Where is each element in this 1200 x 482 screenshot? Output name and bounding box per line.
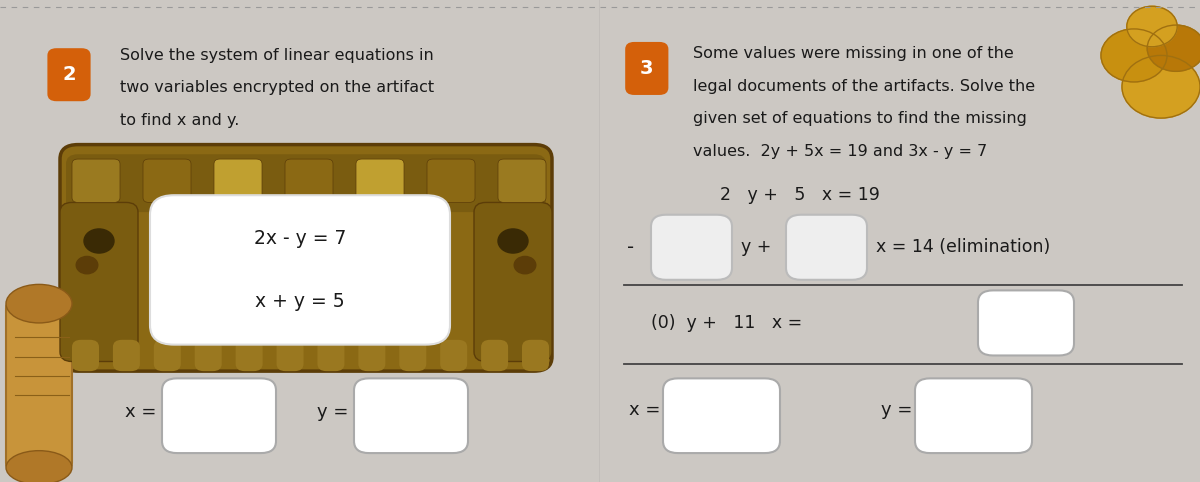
Circle shape — [514, 256, 535, 274]
FancyBboxPatch shape — [440, 340, 467, 371]
FancyBboxPatch shape — [427, 159, 475, 202]
FancyBboxPatch shape — [359, 340, 385, 371]
Circle shape — [1102, 29, 1166, 82]
FancyBboxPatch shape — [474, 202, 552, 362]
Circle shape — [77, 256, 98, 274]
FancyBboxPatch shape — [318, 340, 344, 371]
Text: x =: x = — [125, 403, 156, 421]
FancyBboxPatch shape — [60, 145, 552, 371]
FancyBboxPatch shape — [662, 378, 780, 453]
FancyBboxPatch shape — [786, 215, 866, 280]
FancyBboxPatch shape — [286, 159, 332, 202]
FancyBboxPatch shape — [154, 340, 181, 371]
Text: 2: 2 — [62, 65, 76, 84]
Circle shape — [1127, 6, 1177, 47]
Text: y +: y + — [742, 238, 772, 256]
FancyBboxPatch shape — [72, 159, 120, 202]
FancyBboxPatch shape — [354, 378, 468, 453]
FancyBboxPatch shape — [481, 340, 508, 371]
Text: 3: 3 — [640, 59, 654, 78]
FancyBboxPatch shape — [48, 48, 91, 101]
FancyBboxPatch shape — [235, 340, 263, 371]
Text: 2   y +   5   x = 19: 2 y + 5 x = 19 — [720, 186, 880, 204]
Circle shape — [1122, 55, 1200, 118]
FancyBboxPatch shape — [650, 215, 732, 280]
FancyBboxPatch shape — [625, 42, 668, 95]
FancyBboxPatch shape — [113, 340, 140, 371]
Text: y =: y = — [317, 403, 348, 421]
Text: legal documents of the artifacts. Solve the: legal documents of the artifacts. Solve … — [694, 79, 1036, 94]
Text: x =: x = — [629, 401, 660, 419]
FancyBboxPatch shape — [72, 340, 98, 371]
Circle shape — [498, 229, 528, 253]
Text: values.  2y + 5x = 19 and 3x - y = 7: values. 2y + 5x = 19 and 3x - y = 7 — [694, 144, 988, 159]
Circle shape — [1147, 25, 1200, 71]
Ellipse shape — [6, 284, 72, 323]
FancyBboxPatch shape — [498, 159, 546, 202]
Text: Solve the system of linear equations in: Solve the system of linear equations in — [120, 48, 433, 63]
Text: -: - — [628, 238, 634, 257]
FancyBboxPatch shape — [214, 159, 262, 202]
FancyBboxPatch shape — [916, 378, 1032, 453]
FancyBboxPatch shape — [66, 154, 546, 212]
Text: x = 14 (elimination): x = 14 (elimination) — [876, 238, 1050, 256]
Text: (0)  y +   11   x =: (0) y + 11 x = — [650, 314, 803, 332]
FancyBboxPatch shape — [356, 159, 404, 202]
Ellipse shape — [6, 451, 72, 482]
Text: 2x - y = 7: 2x - y = 7 — [254, 229, 346, 248]
FancyBboxPatch shape — [6, 299, 72, 472]
FancyBboxPatch shape — [162, 378, 276, 453]
Text: to find x and y.: to find x and y. — [120, 113, 239, 128]
FancyBboxPatch shape — [150, 195, 450, 345]
FancyBboxPatch shape — [400, 340, 426, 371]
Circle shape — [84, 229, 114, 253]
FancyBboxPatch shape — [60, 202, 138, 362]
Text: x + y = 5: x + y = 5 — [256, 292, 344, 311]
FancyBboxPatch shape — [276, 340, 304, 371]
Text: Some values were missing in one of the: Some values were missing in one of the — [694, 46, 1014, 61]
FancyBboxPatch shape — [194, 340, 222, 371]
Text: two variables encrypted on the artifact: two variables encrypted on the artifact — [120, 80, 434, 95]
FancyBboxPatch shape — [522, 340, 550, 371]
Text: y =: y = — [881, 401, 912, 419]
FancyBboxPatch shape — [978, 290, 1074, 356]
FancyBboxPatch shape — [143, 159, 191, 202]
Text: given set of equations to find the missing: given set of equations to find the missi… — [694, 111, 1027, 126]
